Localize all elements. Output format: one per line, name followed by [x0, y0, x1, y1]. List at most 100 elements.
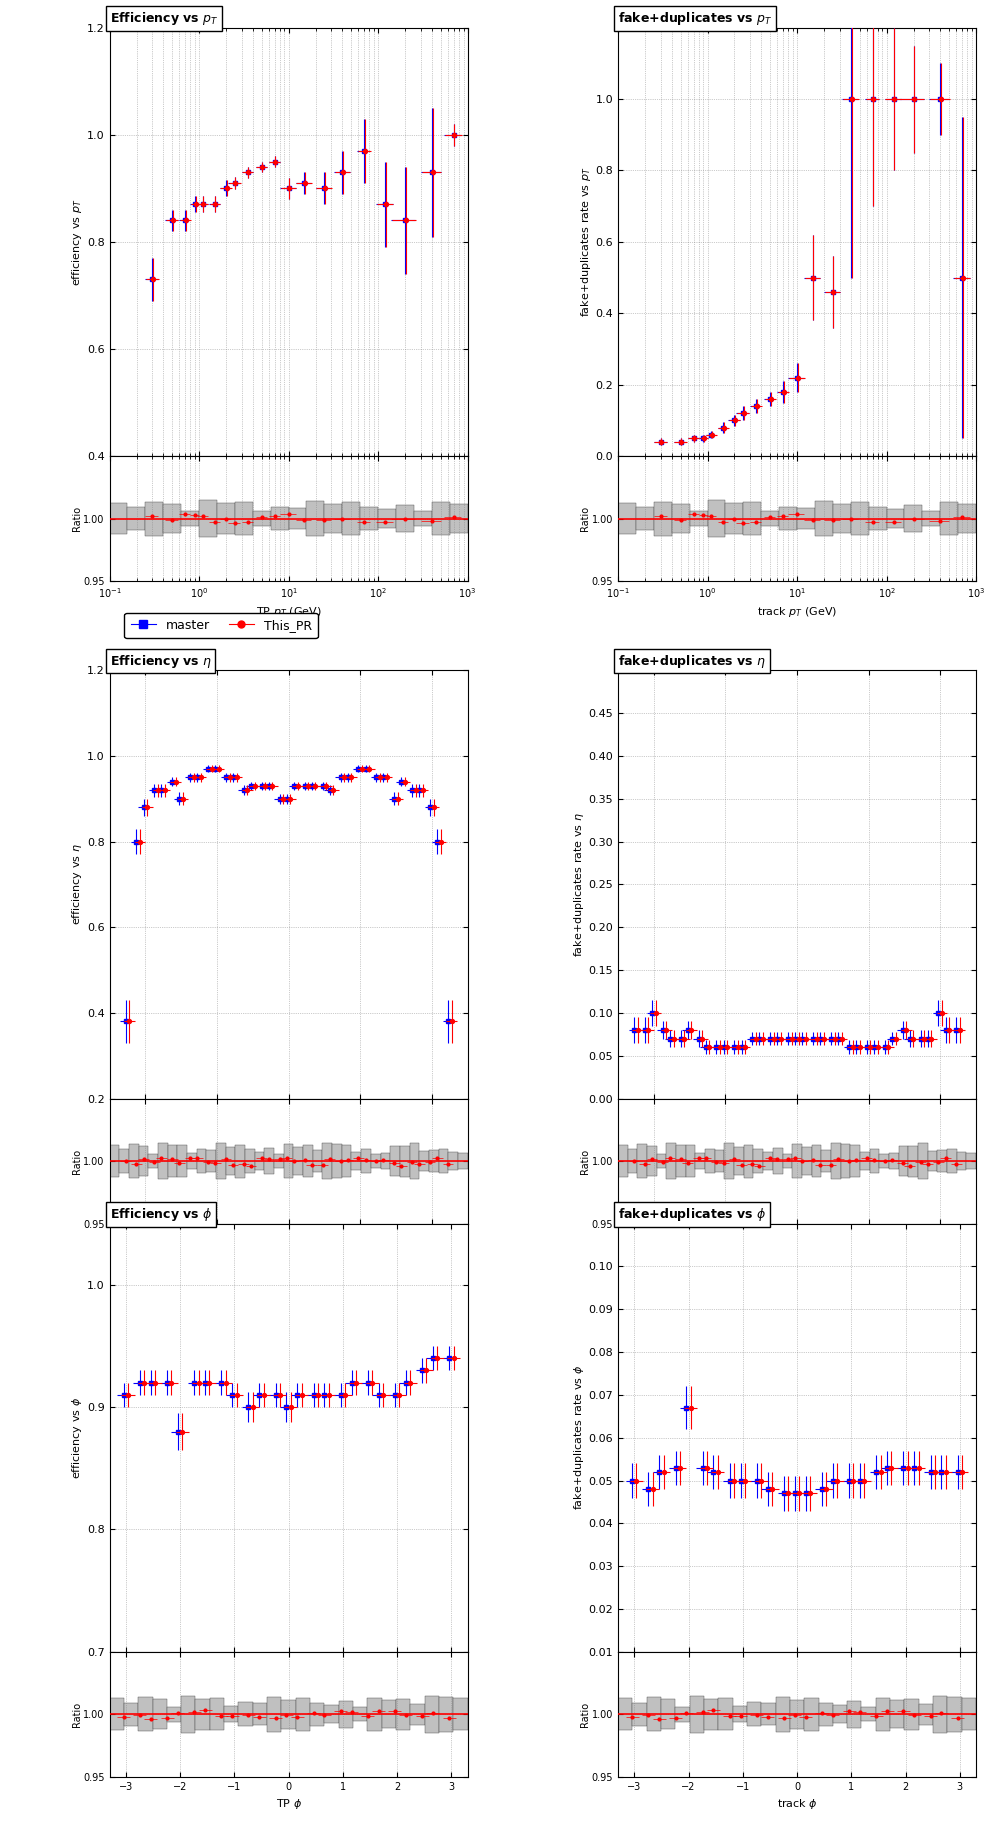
Bar: [371, 1154, 380, 1167]
Bar: [889, 1153, 898, 1169]
Bar: [167, 1707, 181, 1721]
Y-axis label: Ratio: Ratio: [581, 1149, 591, 1173]
Bar: [904, 1699, 918, 1731]
Bar: [325, 1705, 339, 1723]
Y-axis label: Ratio: Ratio: [72, 1701, 82, 1727]
Text: fake+duplicates vs $\phi$: fake+duplicates vs $\phi$: [618, 1206, 766, 1223]
Bar: [773, 1147, 783, 1175]
Bar: [216, 1143, 226, 1178]
Bar: [396, 1699, 410, 1731]
Bar: [343, 502, 361, 536]
Bar: [378, 510, 396, 528]
Bar: [310, 1703, 325, 1727]
Bar: [352, 1153, 362, 1169]
Y-axis label: fake+duplicates rate vs $\eta$: fake+duplicates rate vs $\eta$: [572, 813, 586, 957]
Bar: [875, 1697, 890, 1731]
Bar: [253, 510, 271, 526]
Text: fake+duplicates vs $\eta$: fake+duplicates vs $\eta$: [618, 652, 766, 670]
Bar: [637, 1143, 647, 1178]
Bar: [833, 1705, 848, 1723]
Text: Efficiency vs $\eta$: Efficiency vs $\eta$: [110, 652, 212, 670]
Bar: [686, 1145, 695, 1177]
Bar: [177, 1145, 187, 1177]
Bar: [167, 1145, 177, 1177]
Bar: [666, 1143, 676, 1180]
Bar: [802, 1147, 812, 1175]
Bar: [127, 506, 145, 530]
Bar: [128, 1143, 138, 1178]
Bar: [271, 506, 289, 530]
Bar: [966, 1153, 976, 1169]
Bar: [725, 502, 743, 534]
Bar: [860, 1153, 870, 1169]
Bar: [325, 504, 343, 532]
Bar: [869, 506, 886, 530]
Bar: [962, 1699, 976, 1731]
Bar: [718, 1697, 733, 1731]
Bar: [898, 1147, 908, 1177]
Bar: [704, 1699, 718, 1731]
Bar: [733, 1707, 747, 1721]
Bar: [804, 1697, 819, 1731]
Bar: [450, 504, 468, 532]
Bar: [790, 1699, 804, 1729]
Bar: [918, 1703, 933, 1725]
Text: Efficiency vs $p_{T}$: Efficiency vs $p_{T}$: [110, 9, 218, 28]
Bar: [627, 1149, 637, 1173]
Bar: [689, 512, 707, 526]
Bar: [199, 501, 217, 537]
Bar: [235, 502, 253, 534]
Bar: [754, 1149, 763, 1173]
Bar: [776, 1697, 790, 1732]
Bar: [671, 504, 689, 534]
Bar: [819, 1703, 833, 1727]
Bar: [675, 1707, 689, 1721]
Bar: [110, 1145, 120, 1177]
Bar: [120, 1149, 128, 1173]
Bar: [303, 1145, 313, 1177]
Bar: [361, 506, 378, 530]
Bar: [253, 1703, 267, 1725]
Bar: [783, 1154, 792, 1167]
Bar: [879, 1154, 889, 1167]
Bar: [618, 1145, 627, 1177]
Y-axis label: fake+duplicates rate vs $p_{T}$: fake+duplicates rate vs $p_{T}$: [579, 166, 593, 318]
Legend: master, This_PR: master, This_PR: [124, 613, 318, 639]
Bar: [313, 1151, 323, 1171]
Bar: [908, 1145, 918, 1177]
Bar: [656, 1154, 666, 1169]
X-axis label: track $\eta$: track $\eta$: [777, 1243, 818, 1258]
Bar: [458, 1153, 468, 1169]
Bar: [646, 1697, 661, 1731]
X-axis label: track $\phi$: track $\phi$: [777, 1797, 818, 1812]
Bar: [815, 501, 833, 536]
Bar: [264, 1147, 274, 1175]
Bar: [289, 508, 307, 530]
Bar: [792, 1145, 802, 1178]
Bar: [368, 1697, 381, 1731]
Bar: [419, 1151, 429, 1171]
X-axis label: TP $p_{T}$ (GeV): TP $p_{T}$ (GeV): [256, 606, 322, 619]
Bar: [432, 502, 450, 536]
Bar: [110, 1699, 124, 1731]
Y-axis label: Ratio: Ratio: [72, 506, 82, 532]
Bar: [267, 1697, 282, 1732]
Bar: [676, 1145, 686, 1177]
Bar: [138, 1697, 152, 1731]
Bar: [396, 506, 414, 532]
Bar: [904, 506, 922, 532]
Bar: [618, 502, 635, 534]
Bar: [332, 1143, 342, 1178]
Bar: [947, 1697, 962, 1732]
Bar: [831, 1143, 841, 1180]
Bar: [958, 504, 976, 532]
Bar: [224, 1707, 238, 1721]
Bar: [918, 1143, 927, 1180]
Bar: [158, 1143, 167, 1180]
Bar: [653, 502, 671, 536]
Bar: [724, 1143, 734, 1178]
Bar: [933, 1696, 947, 1732]
Bar: [890, 1701, 904, 1729]
Bar: [632, 1703, 646, 1727]
Bar: [763, 1153, 773, 1171]
